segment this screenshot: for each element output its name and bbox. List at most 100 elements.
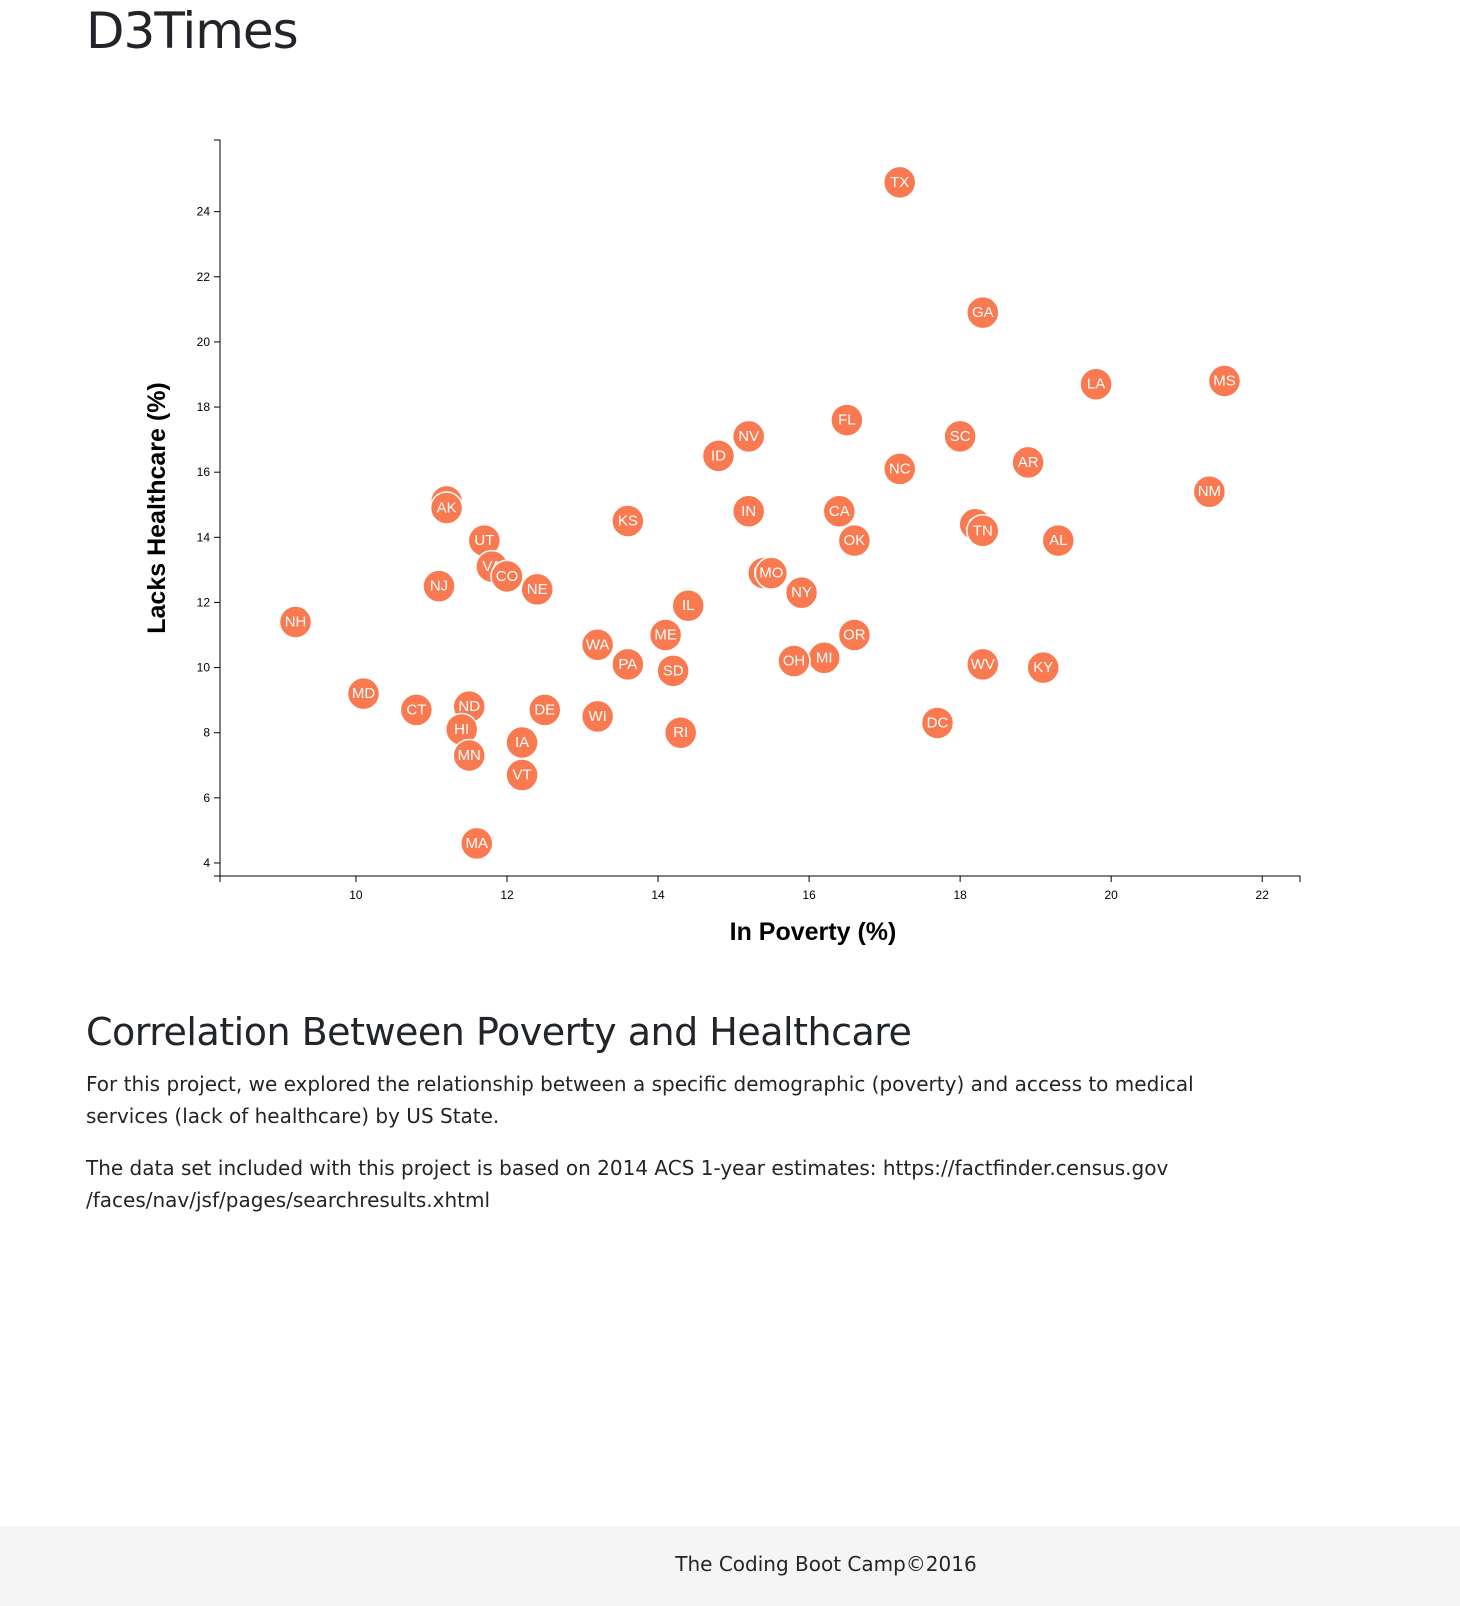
state-point[interactable]: DE xyxy=(528,693,562,727)
y-axis-title: Lacks Healthcare (%) xyxy=(143,382,171,634)
state-point[interactable]: MN xyxy=(452,738,486,773)
state-marker[interactable] xyxy=(1011,445,1045,480)
state-marker[interactable] xyxy=(460,826,494,861)
state-marker[interactable] xyxy=(520,572,554,607)
state-point[interactable]: ME xyxy=(648,618,683,652)
state-marker[interactable] xyxy=(1192,474,1227,509)
state-point[interactable]: SC xyxy=(943,419,977,454)
state-point[interactable]: CA xyxy=(822,494,857,529)
state-marker[interactable] xyxy=(966,647,1000,682)
state-point[interactable]: OH xyxy=(777,644,811,678)
state-point[interactable]: DC xyxy=(920,706,955,740)
state-point[interactable]: MI xyxy=(807,641,841,675)
state-point[interactable]: IA xyxy=(505,725,539,760)
state-point[interactable]: PA xyxy=(611,647,645,682)
state-marker[interactable] xyxy=(580,628,615,662)
state-point[interactable]: UT xyxy=(467,523,502,558)
state-marker[interactable] xyxy=(490,559,524,594)
y-tick: 20 xyxy=(197,335,220,349)
state-point[interactable]: IL xyxy=(671,588,706,623)
state-marker[interactable] xyxy=(966,514,1000,548)
state-point[interactable]: CO xyxy=(490,559,524,594)
state-marker[interactable] xyxy=(966,295,1000,330)
state-marker[interactable] xyxy=(580,699,615,734)
state-point[interactable]: WI xyxy=(580,699,615,734)
state-abbr-label: OR xyxy=(843,627,866,644)
state-marker[interactable] xyxy=(882,452,917,486)
state-point[interactable]: AK xyxy=(429,491,464,525)
state-marker[interactable] xyxy=(882,165,917,200)
state-marker[interactable] xyxy=(731,419,766,454)
state-marker[interactable] xyxy=(611,504,645,538)
state-marker[interactable] xyxy=(731,494,766,529)
state-point[interactable]: OK xyxy=(837,523,872,558)
state-marker[interactable] xyxy=(429,491,464,525)
state-point[interactable]: LA xyxy=(1079,367,1113,401)
state-marker[interactable] xyxy=(656,654,690,688)
state-marker[interactable] xyxy=(701,439,736,473)
state-marker[interactable] xyxy=(346,676,381,711)
state-marker[interactable] xyxy=(528,693,562,727)
state-point[interactable]: MD xyxy=(346,676,381,711)
state-marker[interactable] xyxy=(784,575,819,610)
state-marker[interactable] xyxy=(1079,367,1113,401)
y-tick-label: 24 xyxy=(197,205,211,219)
state-point[interactable]: CT xyxy=(399,693,434,727)
state-marker[interactable] xyxy=(422,569,456,603)
state-point[interactable]: TX xyxy=(882,165,917,200)
state-marker[interactable] xyxy=(1026,650,1060,685)
state-point[interactable]: NY xyxy=(784,575,819,610)
state-point[interactable]: WA xyxy=(580,628,615,662)
state-point[interactable]: MA xyxy=(460,826,494,861)
state-marker[interactable] xyxy=(837,523,872,558)
state-point[interactable]: WV xyxy=(966,647,1000,682)
state-point[interactable]: NV xyxy=(731,419,766,454)
state-marker[interactable] xyxy=(278,605,313,639)
state-point[interactable]: FL xyxy=(830,403,864,437)
state-marker[interactable] xyxy=(648,618,683,652)
state-point[interactable]: KS xyxy=(611,504,645,538)
state-abbr-label: NV xyxy=(738,428,759,445)
x-tick-label: 12 xyxy=(500,888,514,902)
state-marker[interactable] xyxy=(822,494,857,529)
article-heading: Correlation Between Poverty and Healthca… xyxy=(86,1010,912,1054)
state-marker[interactable] xyxy=(611,647,645,682)
state-marker[interactable] xyxy=(505,758,539,792)
state-point[interactable]: KY xyxy=(1026,650,1060,685)
state-point[interactable]: TN xyxy=(966,514,1000,548)
state-point[interactable]: OR xyxy=(837,618,872,652)
state-point[interactable]: HI xyxy=(444,712,479,747)
state-point[interactable]: NC xyxy=(882,452,917,486)
state-marker[interactable] xyxy=(920,706,955,740)
state-marker[interactable] xyxy=(837,618,872,652)
state-abbr-label: WA xyxy=(586,636,610,653)
state-point[interactable]: AR xyxy=(1011,445,1045,480)
state-point[interactable]: ID xyxy=(701,439,736,473)
state-abbr-label: WV xyxy=(971,656,995,673)
state-marker[interactable] xyxy=(452,738,486,773)
state-point[interactable]: IN xyxy=(731,494,766,529)
state-point[interactable]: MO xyxy=(754,556,789,590)
state-point[interactable]: MS xyxy=(1207,364,1242,398)
state-point[interactable]: RI xyxy=(663,715,698,750)
state-marker[interactable] xyxy=(399,693,434,727)
state-point[interactable]: NJ xyxy=(422,569,456,603)
state-marker[interactable] xyxy=(1041,523,1076,558)
footer: The Coding Boot Camp©2016 xyxy=(0,1526,1460,1606)
state-point[interactable]: NH xyxy=(278,605,313,639)
state-marker[interactable] xyxy=(943,419,977,454)
state-point[interactable]: NE xyxy=(520,572,554,607)
state-point[interactable]: NM xyxy=(1192,474,1227,509)
state-point[interactable]: VT xyxy=(505,758,539,792)
state-marker[interactable] xyxy=(671,588,706,623)
state-marker[interactable] xyxy=(830,403,864,437)
state-marker[interactable] xyxy=(663,715,698,750)
state-marker[interactable] xyxy=(754,556,789,590)
state-point[interactable]: GA xyxy=(966,295,1000,330)
state-marker[interactable] xyxy=(1207,364,1242,398)
state-point[interactable]: AL xyxy=(1041,523,1076,558)
state-point[interactable]: SD xyxy=(656,654,690,688)
state-abbr-label: ID xyxy=(711,447,726,464)
state-marker[interactable] xyxy=(777,644,811,678)
state-point[interactable]: ND xyxy=(452,689,486,724)
